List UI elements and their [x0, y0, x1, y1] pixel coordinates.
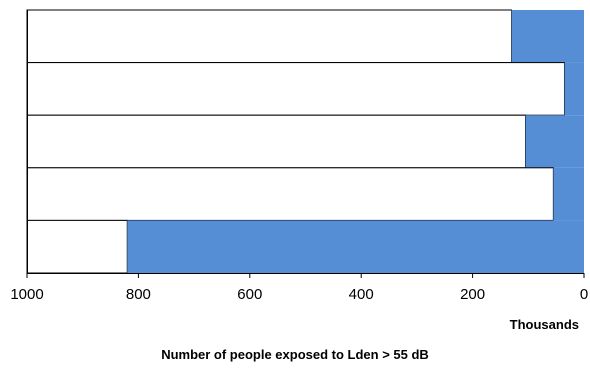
- x-tick-label-1: 1000: [10, 286, 43, 303]
- bar-remainder-3: [26, 114, 527, 169]
- x-axis-unit-label: Thousands: [510, 317, 579, 332]
- bar-2: [564, 62, 584, 116]
- bar-remainder-5: [26, 219, 128, 274]
- bar-1: [511, 10, 584, 63]
- bar-remainder-1: [26, 9, 513, 64]
- x-tick-label-3: 600: [237, 286, 262, 303]
- bar-3: [525, 115, 584, 168]
- bar-remainder-2: [26, 62, 566, 116]
- x-tick-label-2: 800: [126, 286, 151, 303]
- bar-series: [26, 9, 584, 274]
- bar-4: [553, 167, 584, 221]
- bar-5: [127, 220, 584, 273]
- x-tick-label-6: 0: [580, 286, 588, 303]
- x-tick-label-4: 400: [349, 286, 374, 303]
- x-tick-label-5: 200: [460, 286, 485, 303]
- bar-remainder-4: [26, 167, 554, 221]
- x-axis-ticks: 1000 800 600 400 200 0: [10, 273, 588, 303]
- x-axis-title: Number of people exposed to Lden > 55 dB: [161, 347, 429, 362]
